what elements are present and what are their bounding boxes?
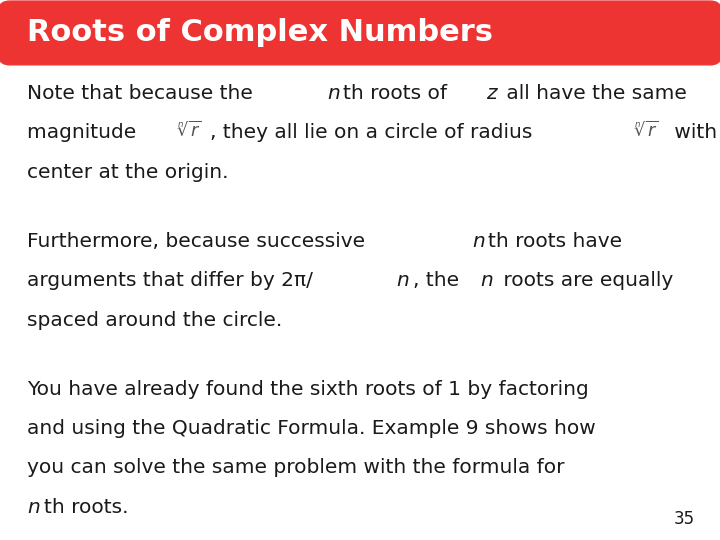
Text: Furthermore, because successive: Furthermore, because successive	[27, 232, 372, 251]
Text: Note that because the: Note that because the	[27, 84, 260, 103]
Text: magnitude: magnitude	[27, 123, 143, 142]
Text: th roots have: th roots have	[488, 232, 623, 251]
Text: with: with	[668, 123, 717, 142]
Text: $\sqrt[n]{r}$: $\sqrt[n]{r}$	[634, 120, 660, 140]
Text: all have the same: all have the same	[500, 84, 686, 103]
Text: 35: 35	[674, 510, 695, 528]
Text: arguments that differ by 2π/: arguments that differ by 2π/	[27, 271, 313, 290]
Text: z: z	[486, 84, 497, 103]
Text: th roots.: th roots.	[44, 498, 128, 517]
Text: You have already found the sixth roots of 1 by factoring: You have already found the sixth roots o…	[27, 380, 589, 399]
Text: spaced around the circle.: spaced around the circle.	[27, 310, 283, 329]
Text: n: n	[396, 271, 409, 290]
Text: n: n	[327, 84, 340, 103]
Text: n: n	[27, 498, 40, 517]
Text: roots are equally: roots are equally	[497, 271, 673, 290]
Text: n: n	[480, 271, 493, 290]
Text: you can solve the same problem with the formula for: you can solve the same problem with the …	[27, 458, 565, 477]
Text: Roots of Complex Numbers: Roots of Complex Numbers	[27, 18, 493, 48]
Text: th roots of: th roots of	[343, 84, 454, 103]
Text: center at the origin.: center at the origin.	[27, 163, 229, 181]
Text: , they all lie on a circle of radius: , they all lie on a circle of radius	[210, 123, 539, 142]
Text: and using the Quadratic Formula. Example 9 shows how: and using the Quadratic Formula. Example…	[27, 419, 596, 438]
Text: $\sqrt[n]{r}$: $\sqrt[n]{r}$	[176, 120, 202, 140]
FancyBboxPatch shape	[0, 1, 720, 65]
Text: , the: , the	[413, 271, 465, 290]
Text: n: n	[472, 232, 485, 251]
